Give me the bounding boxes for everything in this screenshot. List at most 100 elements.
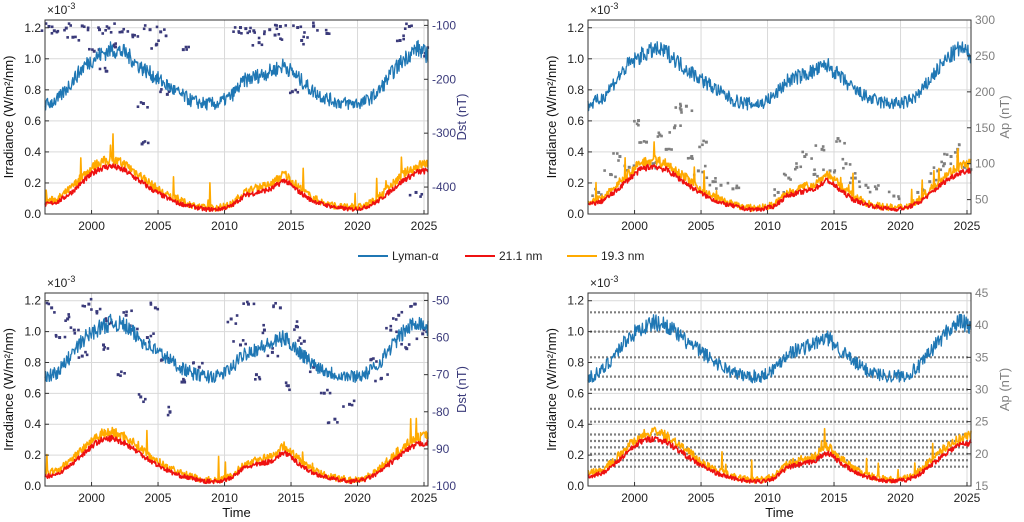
scatter-point-dst [86, 28, 90, 32]
scatter-point-dst [302, 35, 305, 39]
scatter-point-ap [708, 183, 712, 187]
scatter-point-dst [116, 373, 120, 377]
x-tick-label: 2015 [821, 491, 848, 505]
scatter-point-ap [637, 119, 641, 123]
scatter-point-dst [66, 36, 69, 39]
scatter-point-dst [109, 31, 113, 34]
scatter-point-ap [929, 172, 933, 175]
scatter-point-dst [64, 319, 67, 322]
scatter-point-dst [149, 301, 153, 305]
scatter-point-dst [312, 21, 315, 25]
y-tick-label: 0.2 [567, 176, 584, 190]
right-axis-label: Dst (nT) [454, 366, 469, 413]
y-tick-label: 1.2 [567, 294, 584, 308]
right-tick-label: 25 [975, 415, 989, 429]
scatter-point-ap [715, 187, 718, 190]
scatter-point-dst [122, 27, 126, 31]
scatter-point-dst [140, 142, 144, 146]
y-tick-label: 0.2 [567, 448, 584, 462]
scatter-point-dst [91, 48, 94, 51]
scatter-point-dst [47, 302, 51, 306]
scatter-point-ap [843, 141, 846, 145]
scatter-point-ap [841, 157, 845, 161]
right-tick-label: -300 [432, 126, 456, 140]
scatter-point-dst [389, 328, 393, 332]
x-tick-label: 2015 [278, 491, 305, 505]
scatter-point-ap [942, 164, 945, 168]
scatter-point-ap [702, 139, 705, 143]
scatter-point-dst [95, 310, 99, 314]
scatter-point-dst [295, 320, 299, 323]
scatter-point-ap [703, 164, 707, 168]
x-tick-label: 2020 [344, 219, 371, 233]
scatter-point-dst [333, 417, 337, 421]
scatter-point-ap [784, 173, 787, 177]
scatter-point-ap [701, 170, 704, 174]
x-tick-label: 2000 [78, 491, 105, 505]
scatter-point-dst [164, 34, 168, 38]
scatter-point-ap [776, 190, 780, 194]
scatter-point-dst [252, 302, 256, 306]
scatter-point-ap [897, 195, 900, 198]
scatter-point-dst [67, 22, 71, 25]
scatter-point-dst [133, 33, 136, 37]
scatter-point-ap [833, 169, 837, 172]
scatter-point-dst [82, 25, 86, 29]
scatter-point-dst [246, 31, 250, 35]
scatter-point-dst [53, 311, 56, 314]
scatter-point-dst [163, 28, 166, 31]
scatter-point-ap [873, 185, 877, 188]
scatter-point-dst [45, 301, 49, 305]
scatter-point-ap [828, 169, 832, 173]
scatter-point-ap [679, 102, 682, 106]
scatter-point-dst [66, 317, 70, 321]
scatter-point-dst [98, 28, 102, 32]
scatter-point-ap [689, 156, 693, 160]
scatter-point-ap [680, 111, 683, 114]
scatter-point-ap [816, 174, 819, 178]
x-tick-label: 2005 [688, 491, 715, 505]
scatter-point-ap [892, 194, 896, 198]
scatter-point-dst [40, 29, 44, 32]
y-tick-label: 0.6 [24, 114, 41, 128]
x-tick-label: 2015 [278, 219, 305, 233]
scatter-point-dst [260, 43, 264, 47]
scatter-point-dst [58, 336, 62, 340]
scatter-point-dst [55, 30, 59, 34]
scatter-point-ap [795, 165, 799, 169]
scatter-point-ap [943, 152, 946, 156]
y-tick-label: 0.8 [24, 83, 41, 97]
scatter-point-dst [374, 379, 377, 383]
scatter-point-ap [638, 141, 641, 144]
scatter-point-dst [123, 371, 126, 375]
x-tick-label: 2000 [621, 219, 648, 233]
scatter-point-dst [141, 102, 145, 106]
scatter-point-ap [853, 176, 857, 180]
scatter-point-dst [408, 193, 412, 197]
scatter-point-ap [965, 168, 969, 172]
scatter-point-dst [112, 44, 115, 48]
scatter-point-ap [690, 109, 694, 113]
legend: Lyman-α 21.1 nm 19.3 nm [358, 249, 644, 263]
x-tick-label: 2010 [211, 491, 238, 505]
scatter-point-dst [389, 324, 393, 328]
scatter-point-dst [324, 28, 328, 32]
scatter-point-dst [273, 33, 277, 37]
scatter-point-dst [254, 378, 257, 381]
scatter-point-dst [97, 26, 100, 29]
scatter-point-dst [326, 32, 330, 35]
scatter-point-dst [139, 101, 143, 104]
x-tick-label: 2025 [411, 491, 438, 505]
scatter-point-dst [114, 42, 117, 45]
scatter-point-dst [284, 381, 288, 385]
scatter-point-ap [705, 176, 709, 180]
scatter-point-dst [197, 365, 201, 369]
scatter-point-ap [949, 162, 953, 166]
scatter-point-dst [182, 377, 185, 381]
plot-frame [44, 19, 429, 215]
scatter-point-dst [104, 317, 108, 320]
scatter-point-dst [104, 28, 107, 32]
scatter-point-ap [868, 190, 872, 194]
x-tick-label: 2010 [754, 219, 781, 233]
